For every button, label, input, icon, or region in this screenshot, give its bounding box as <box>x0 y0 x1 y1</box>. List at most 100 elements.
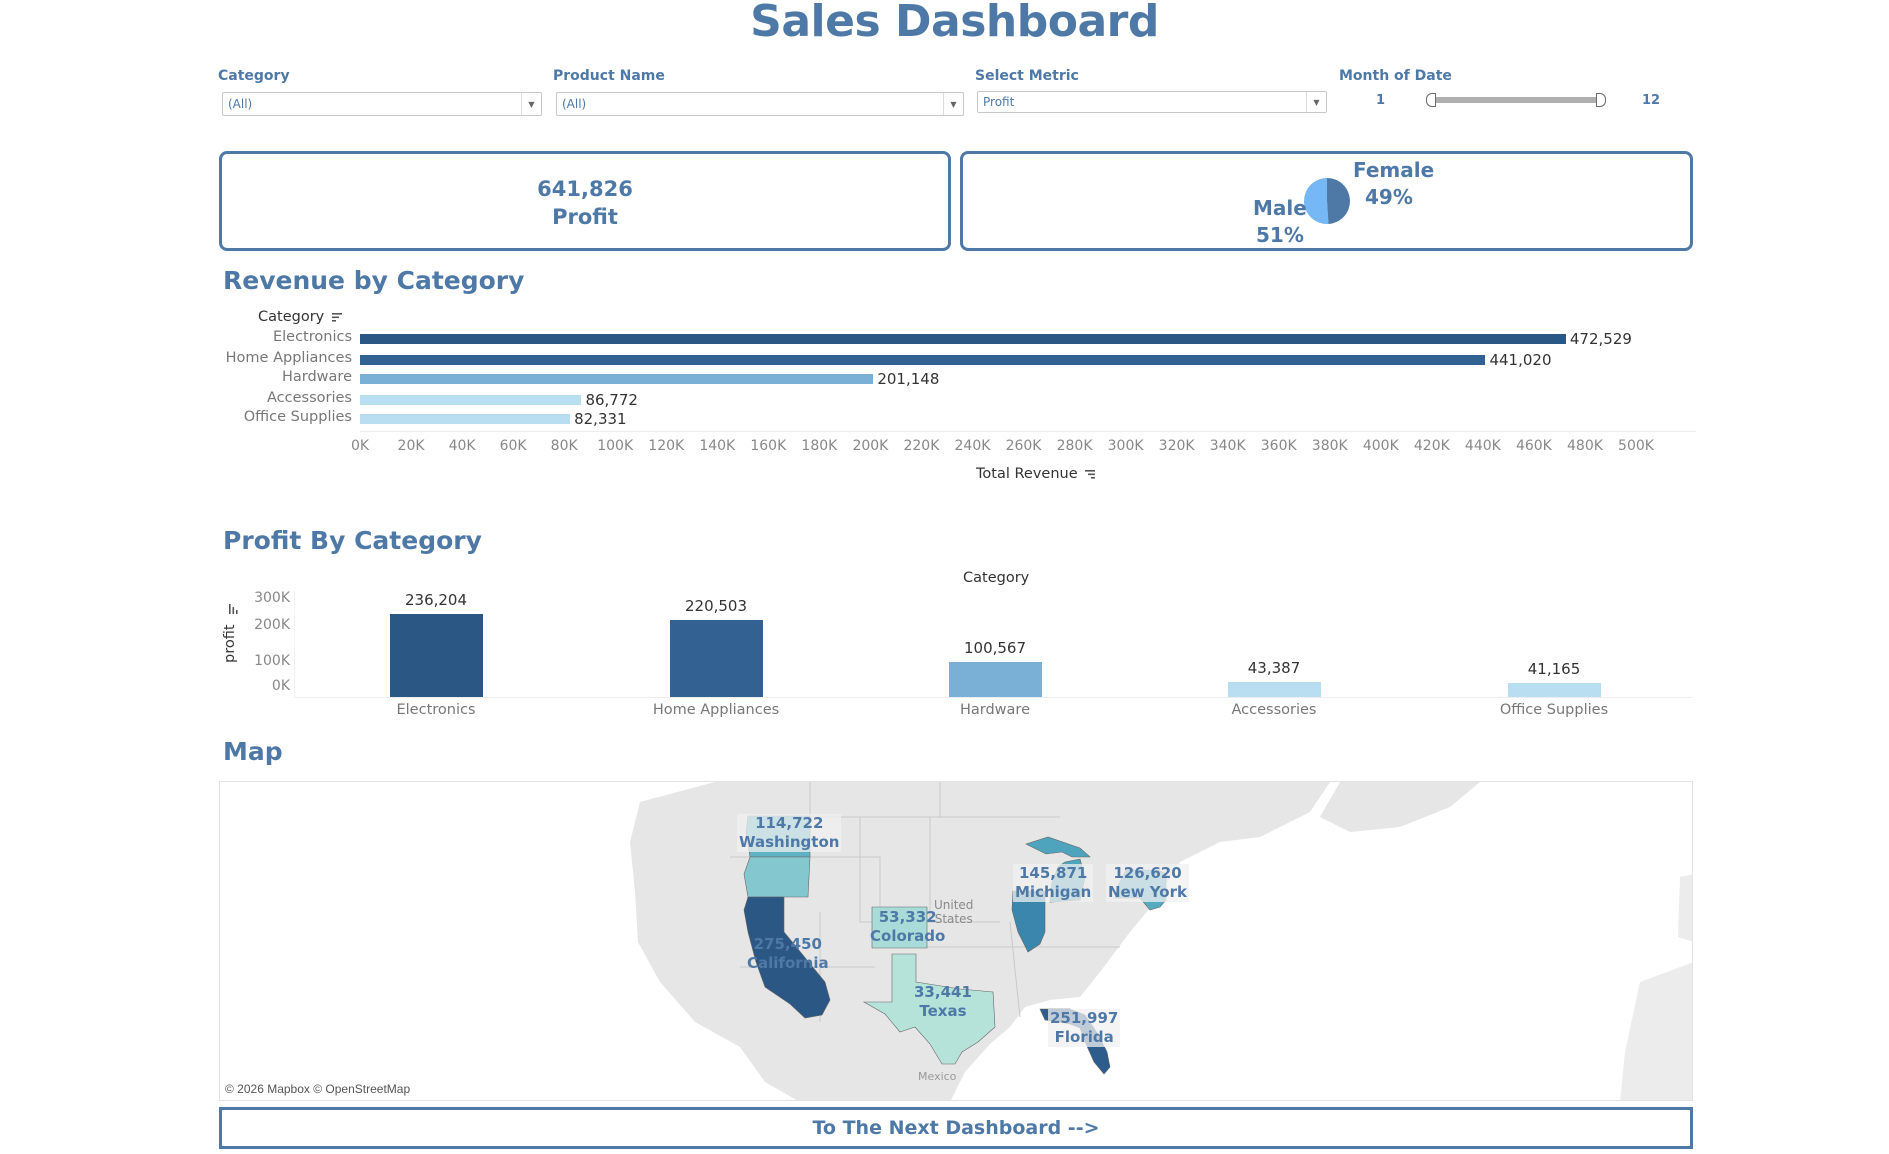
x-tick-label: 380K <box>1311 438 1348 454</box>
category-label: Electronics <box>272 329 352 345</box>
category-filter-dropdown[interactable]: (All) ▼ <box>222 92 542 116</box>
profit-bar[interactable] <box>948 661 1042 697</box>
sort-icon[interactable] <box>331 312 342 322</box>
map-attribution[interactable]: © 2026 Mapbox © OpenStreetMap <box>225 1082 411 1096</box>
revenue-bar[interactable] <box>360 414 571 424</box>
x-tick-label: 80K <box>550 438 578 454</box>
profit-bar[interactable] <box>389 614 483 697</box>
state-name: Colorado <box>870 927 946 945</box>
map-section-title: Map <box>223 737 283 766</box>
profit-value-label: 236,204 <box>404 591 468 610</box>
x-tick-label: 0K <box>350 438 370 454</box>
month-slider-end-handle[interactable] <box>1596 93 1606 107</box>
revenue-value-label: 82,331 <box>574 410 627 428</box>
state-name: New York <box>1108 883 1187 901</box>
x-tick-label: 160K <box>750 438 787 454</box>
map-canvas[interactable] <box>220 782 1693 1101</box>
state-name: California <box>747 954 829 972</box>
country-label-united-states: United States <box>934 898 973 926</box>
state-colorado[interactable] <box>871 906 928 949</box>
profit-kpi-card: 641,826 Profit <box>219 151 951 251</box>
month-slider-max: 12 <box>1642 93 1661 108</box>
x-tick-label: 420K <box>1413 438 1450 454</box>
x-tick-label: 100K <box>597 438 634 454</box>
category-label: Accessories <box>1231 702 1317 718</box>
country-label-mexico: Mexico <box>918 1070 957 1083</box>
map-label-florida: 251,997 Florida <box>1048 1009 1121 1047</box>
sort-icon[interactable] <box>1085 469 1096 479</box>
y-tick-label: 0K <box>271 678 290 694</box>
profit-value-label: 220,503 <box>684 596 748 615</box>
x-tick-label: 40K <box>448 438 476 454</box>
month-range-slider[interactable] <box>1434 97 1600 103</box>
state-value: 275,450 <box>753 935 822 953</box>
x-tick-label: 480K <box>1567 438 1603 454</box>
chevron-down-icon[interactable]: ▼ <box>943 93 963 115</box>
state-value: 33,441 <box>914 983 972 1001</box>
pie-slice-female[interactable] <box>1327 178 1350 224</box>
state-name: Michigan <box>1015 883 1092 901</box>
revenue-value-label: 472,529 <box>1569 330 1632 348</box>
state-name: Texas <box>919 1002 967 1020</box>
iberia-land <box>1678 874 1692 942</box>
state-oregon[interactable] <box>743 856 811 898</box>
revenue-bar[interactable] <box>360 374 874 384</box>
revenue-value-label: 86,772 <box>585 391 638 409</box>
category-label: Hardware <box>959 702 1030 718</box>
select-metric-value: Profit <box>983 95 1015 109</box>
state-value: 145,871 <box>1019 864 1088 882</box>
pie-slice-male[interactable] <box>1304 178 1329 224</box>
profit-bar[interactable] <box>1507 682 1601 697</box>
state-value: 251,997 <box>1050 1009 1119 1027</box>
product-name-filter-label: Product Name <box>553 68 665 84</box>
gender-split-card: Female 49% Male 51% <box>960 151 1693 251</box>
select-metric-dropdown[interactable]: Profit ▼ <box>977 91 1327 113</box>
y-tick-label: 300K <box>254 590 290 606</box>
revenue-row-header: Category <box>258 309 342 325</box>
profit-kpi-value: 641,826 <box>537 177 633 201</box>
product-name-filter-dropdown[interactable]: (All) ▼ <box>556 92 964 116</box>
next-dashboard-button[interactable]: To The Next Dashboard --> <box>219 1107 1693 1149</box>
category-label: Electronics <box>396 702 476 718</box>
y-tick-label: 100K <box>254 653 290 669</box>
x-tick-label: 300K <box>1107 438 1144 454</box>
category-label: Accessories <box>267 390 352 406</box>
map-label-texas: 33,441 Texas <box>912 983 974 1021</box>
revenue-axis-line <box>360 431 1696 432</box>
state-texas[interactable] <box>862 953 996 1065</box>
profit-bar[interactable] <box>669 619 763 697</box>
profit-section-title: Profit By Category <box>223 526 482 555</box>
profit-bar[interactable] <box>1227 681 1321 697</box>
female-label: Female <box>1353 158 1435 182</box>
state-california[interactable] <box>743 896 831 1019</box>
state-value: 126,620 <box>1113 864 1182 882</box>
profit-value-label: 41,165 <box>1527 659 1581 678</box>
x-tick-label: 280K <box>1056 438 1093 454</box>
chevron-down-icon[interactable]: ▼ <box>521 93 541 115</box>
country-label-line1: United <box>934 898 974 912</box>
profit-y-axis-line <box>294 590 295 697</box>
profit-value-label: 43,387 <box>1247 658 1301 677</box>
category-label: Office Supplies <box>243 409 352 425</box>
male-percent: 51% <box>1256 223 1304 247</box>
revenue-bar[interactable] <box>360 395 582 405</box>
y-tick-label: 200K <box>254 617 290 633</box>
profit-kpi-label: Profit <box>552 205 618 229</box>
canada-maritimes-land <box>1320 782 1480 832</box>
x-tick-label: 500K <box>1618 438 1654 454</box>
month-slider-start-handle[interactable] <box>1426 93 1436 107</box>
sort-icon[interactable] <box>229 604 239 614</box>
female-percent: 49% <box>1365 185 1413 209</box>
revenue-bar[interactable] <box>360 334 1566 344</box>
x-tick-label: 320K <box>1158 438 1195 454</box>
month-of-date-label: Month of Date <box>1339 68 1452 84</box>
revenue-bar[interactable] <box>360 355 1486 365</box>
country-label-line2: States <box>934 912 973 926</box>
profit-value-label: 100,567 <box>963 638 1027 657</box>
state-value: 114,722 <box>755 814 824 832</box>
chevron-down-icon[interactable]: ▼ <box>1306 92 1326 112</box>
category-label: Home Appliances <box>225 350 352 366</box>
state-name: Washington <box>739 833 840 851</box>
sales-map[interactable]: 114,722 Washington 275,450 California 53… <box>219 781 1693 1101</box>
map-label-michigan: 145,871 Michigan <box>1013 864 1094 902</box>
